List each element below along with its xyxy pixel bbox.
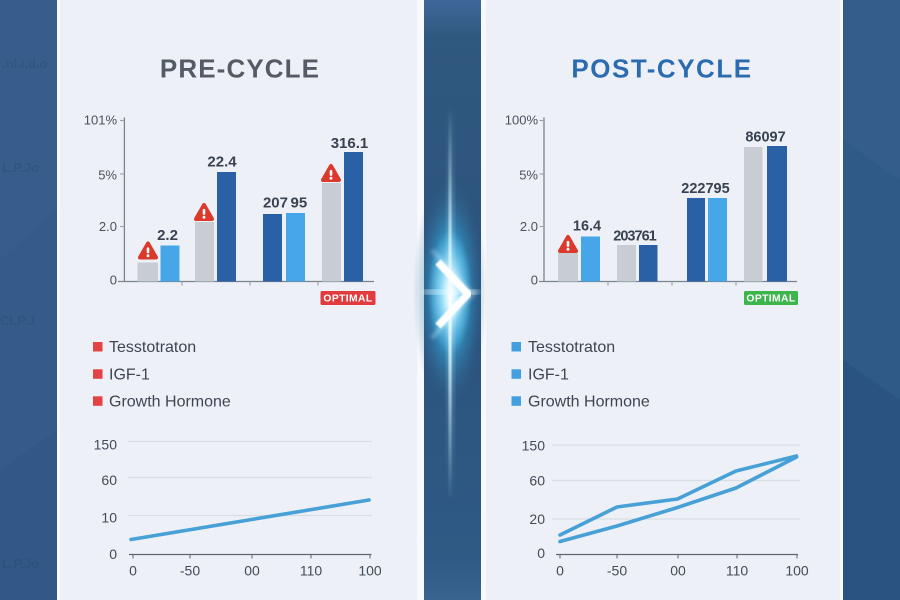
svg-text:222795: 222795 — [681, 181, 729, 197]
svg-text:OPTIMAL: OPTIMAL — [323, 294, 372, 305]
svg-text:110: 110 — [726, 563, 749, 579]
svg-text:2.2: 2.2 — [157, 227, 178, 244]
svg-text:CLP.J: CLP.J — [0, 313, 35, 328]
svg-text:IGF-1: IGF-1 — [109, 366, 150, 383]
svg-text:0: 0 — [556, 563, 564, 579]
svg-text:150: 150 — [94, 437, 118, 453]
svg-text:101%: 101% — [84, 113, 118, 128]
svg-text:OPTIMAL: OPTIMAL — [746, 294, 795, 305]
svg-text:0: 0 — [129, 563, 137, 579]
svg-text:203761: 203761 — [613, 229, 657, 245]
svg-text:110: 110 — [300, 563, 323, 579]
svg-text:-50: -50 — [607, 563, 627, 579]
svg-text:L.P.Jo: L.P.Jo — [2, 160, 39, 175]
svg-text:Tesstotraton: Tesstotraton — [528, 339, 615, 356]
svg-text:316.1: 316.1 — [331, 135, 369, 152]
svg-text:00: 00 — [670, 563, 686, 579]
svg-text:100%: 100% — [505, 113, 539, 128]
svg-text:-50: -50 — [180, 563, 200, 579]
svg-text:0: 0 — [109, 546, 117, 562]
svg-text:PRE-CYCLE: PRE-CYCLE — [160, 54, 320, 84]
svg-text:Growth Hormone: Growth Hormone — [109, 393, 231, 410]
svg-text:60: 60 — [529, 473, 545, 489]
svg-text:2.0: 2.0 — [520, 219, 538, 234]
svg-text:00: 00 — [244, 563, 260, 579]
svg-text:IGF-1: IGF-1 — [528, 366, 569, 383]
svg-text:.nl.i.d.o: .nl.i.d.o — [2, 56, 48, 71]
svg-text:100: 100 — [785, 563, 809, 579]
svg-text:0: 0 — [531, 273, 538, 288]
svg-text:5%: 5% — [98, 168, 117, 183]
svg-text:0: 0 — [110, 273, 117, 288]
svg-text:22.4: 22.4 — [207, 154, 237, 171]
svg-text:POST-CYCLE: POST-CYCLE — [571, 54, 752, 84]
svg-text:86097: 86097 — [745, 130, 785, 146]
svg-text:100: 100 — [358, 563, 382, 579]
svg-text:60: 60 — [101, 472, 117, 488]
svg-text:95: 95 — [291, 195, 308, 212]
svg-text:20: 20 — [529, 511, 545, 527]
svg-text:Growth Hormone: Growth Hormone — [528, 393, 650, 410]
svg-text:0: 0 — [537, 545, 545, 561]
svg-text:207: 207 — [263, 195, 288, 212]
svg-text:2.0: 2.0 — [99, 219, 117, 234]
svg-text:Tesstotraton: Tesstotraton — [109, 339, 196, 356]
svg-text:L.P.Jo: L.P.Jo — [2, 556, 39, 571]
svg-text:150: 150 — [522, 438, 546, 454]
svg-text:10: 10 — [101, 510, 117, 526]
svg-text:16.4: 16.4 — [573, 219, 601, 235]
svg-text:5%: 5% — [519, 168, 538, 183]
